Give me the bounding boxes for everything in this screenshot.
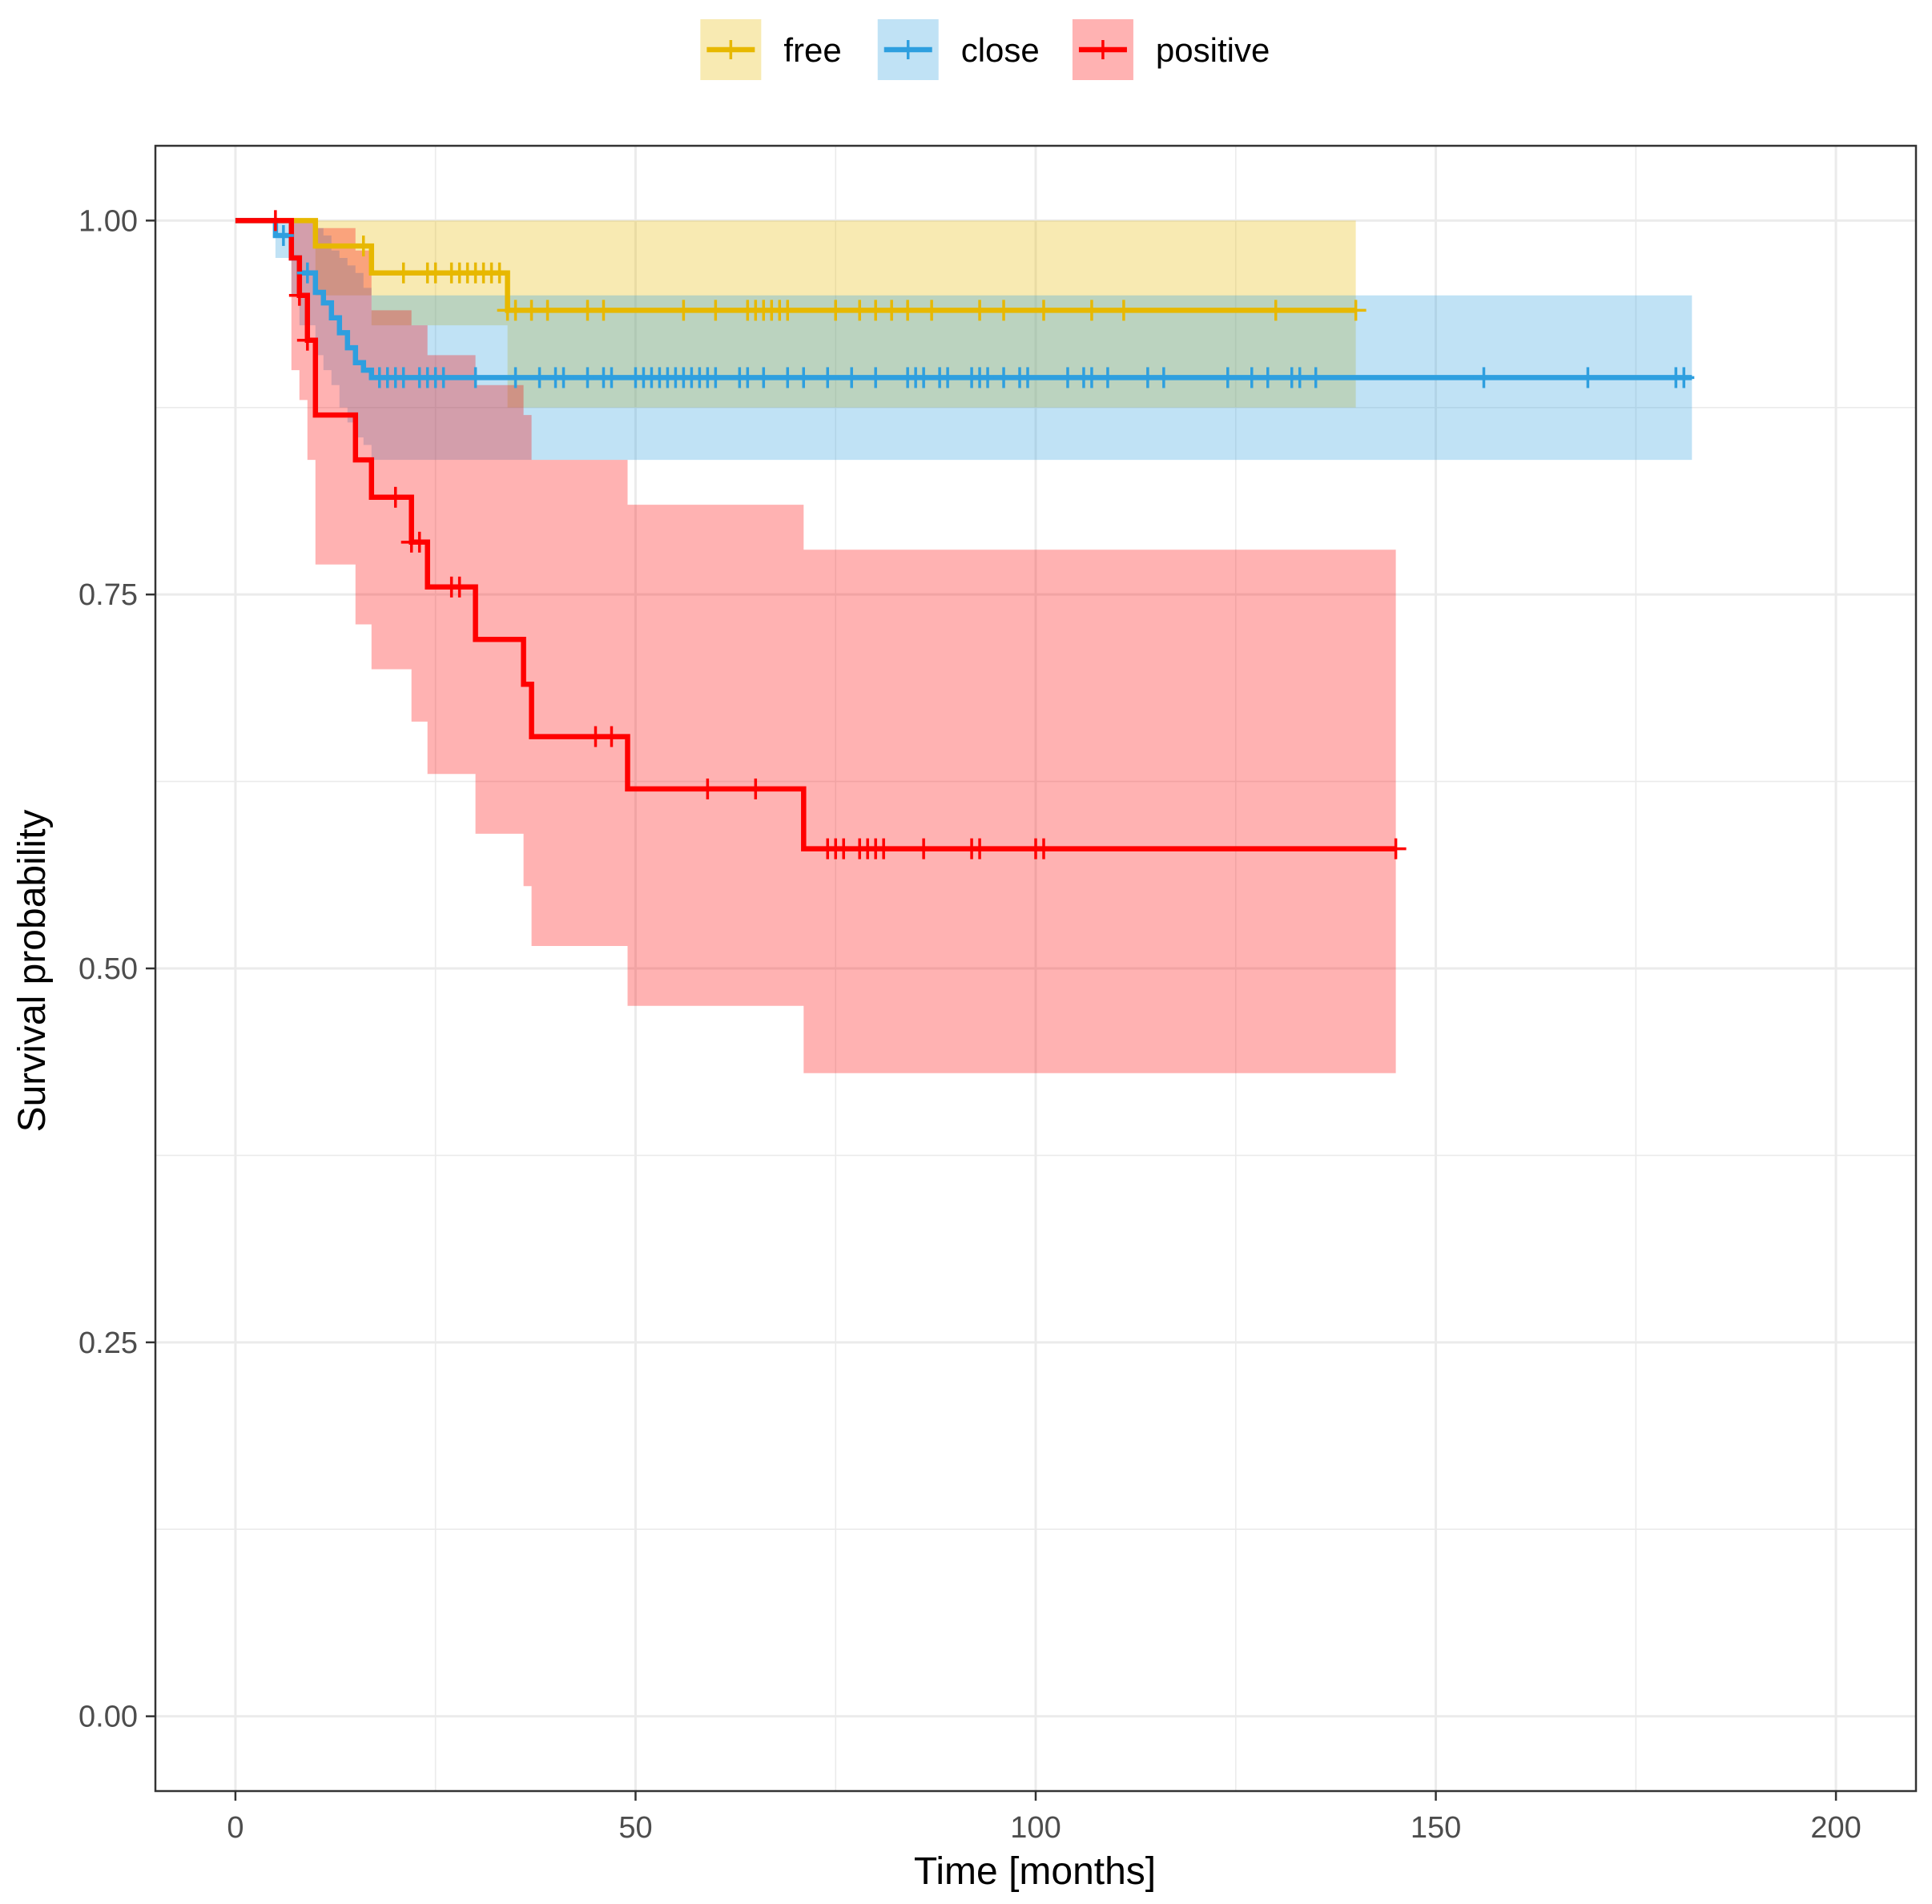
censor-mark-close: [865, 367, 887, 388]
censor-mark-free: [1265, 300, 1286, 321]
censor-mark-free: [825, 300, 847, 321]
censor-mark-close: [553, 367, 574, 388]
x-tick-label: 200: [1810, 1811, 1861, 1845]
censor-mark-close: [1577, 367, 1599, 388]
legend-label-positive: positive: [1156, 31, 1270, 69]
censor-mark-positive: [288, 284, 310, 306]
censor-mark-positive: [296, 329, 318, 351]
censor-mark-close: [1473, 367, 1495, 388]
censor-mark-close: [465, 367, 486, 388]
legend-item-positive: positive: [1072, 19, 1270, 80]
censor-mark-close: [296, 262, 318, 284]
censor-mark-close: [753, 367, 775, 388]
x-axis-label: Time [months]: [914, 1850, 1156, 1893]
censor-mark-positive: [1032, 838, 1054, 859]
y-tick-label: 0.25: [78, 1326, 138, 1360]
ci-band-close: [235, 220, 1693, 461]
x-tick-label: 100: [1010, 1811, 1061, 1845]
y-tick-label: 0.75: [78, 578, 138, 612]
ci-band-positive: [235, 220, 1396, 1073]
x-tick-label: 50: [618, 1811, 652, 1845]
censor-mark-free: [392, 262, 414, 284]
y-axis: 0.00 0.25 0.50 0.75 1.00: [78, 204, 155, 1734]
censor-mark-positive: [449, 576, 470, 598]
censor-mark-free: [1345, 300, 1366, 321]
censor-mark-free: [969, 300, 991, 321]
censor-marks: [264, 210, 1695, 859]
legend-label-close: close: [961, 31, 1040, 69]
censor-mark-positive: [969, 838, 991, 859]
censor-mark-positive: [384, 486, 406, 508]
y-tick-label: 1.00: [78, 204, 138, 238]
censor-mark-close: [817, 367, 839, 388]
censor-mark-free: [489, 262, 510, 284]
x-axis: 0 50 100 150 200: [227, 1791, 1862, 1845]
legend-label-free: free: [783, 31, 841, 69]
censor-mark-positive: [264, 210, 286, 231]
legend-item-close: close: [877, 19, 1040, 80]
censor-mark-free: [897, 300, 919, 321]
censor-mark-free: [1113, 300, 1134, 321]
x-tick-label: 150: [1411, 1811, 1461, 1845]
censor-mark-close: [601, 367, 622, 388]
censor-mark-free: [705, 300, 727, 321]
censor-mark-close: [1017, 367, 1039, 388]
censor-mark-free: [993, 300, 1015, 321]
censor-mark-close: [793, 367, 815, 388]
censor-mark-free: [537, 300, 558, 321]
censor-mark-free: [921, 300, 943, 321]
censor-mark-positive: [601, 726, 622, 747]
y-tick-label: 0.00: [78, 1701, 138, 1734]
censor-mark-close: [1305, 367, 1326, 388]
censor-mark-close: [272, 225, 294, 247]
ci-band-free: [235, 220, 1356, 408]
legend-item-free: free: [700, 19, 842, 80]
censor-mark-positive: [913, 838, 935, 859]
censor-mark-positive: [409, 531, 430, 553]
y-tick-label: 0.50: [78, 952, 138, 986]
censor-mark-close: [1153, 367, 1174, 388]
censor-mark-positive: [697, 778, 718, 799]
censor-mark-close: [1673, 367, 1695, 388]
censor-mark-free: [352, 235, 374, 257]
legend: free close positive: [700, 19, 1270, 80]
x-tick-label: 0: [227, 1811, 244, 1845]
censor-mark-free: [777, 300, 799, 321]
censor-mark-close: [505, 367, 526, 388]
censor-mark-positive: [745, 778, 767, 799]
censor-mark-free: [593, 300, 614, 321]
censor-mark-close: [705, 367, 727, 388]
censor-mark-close: [1217, 367, 1238, 388]
censor-mark-close: [937, 367, 959, 388]
y-axis-label: Survival probability: [11, 810, 54, 1133]
censor-mark-positive: [1385, 838, 1407, 859]
censor-mark-close: [433, 367, 454, 388]
censor-mark-close: [1257, 367, 1278, 388]
censor-mark-close: [841, 367, 863, 388]
censor-mark-free: [1081, 300, 1102, 321]
confidence-bands: [235, 220, 1693, 1073]
censor-mark-free: [1032, 300, 1054, 321]
censor-mark-free: [673, 300, 694, 321]
censor-mark-positive: [873, 838, 895, 859]
grid-lines: [155, 146, 1916, 1791]
censor-mark-close: [1097, 367, 1118, 388]
